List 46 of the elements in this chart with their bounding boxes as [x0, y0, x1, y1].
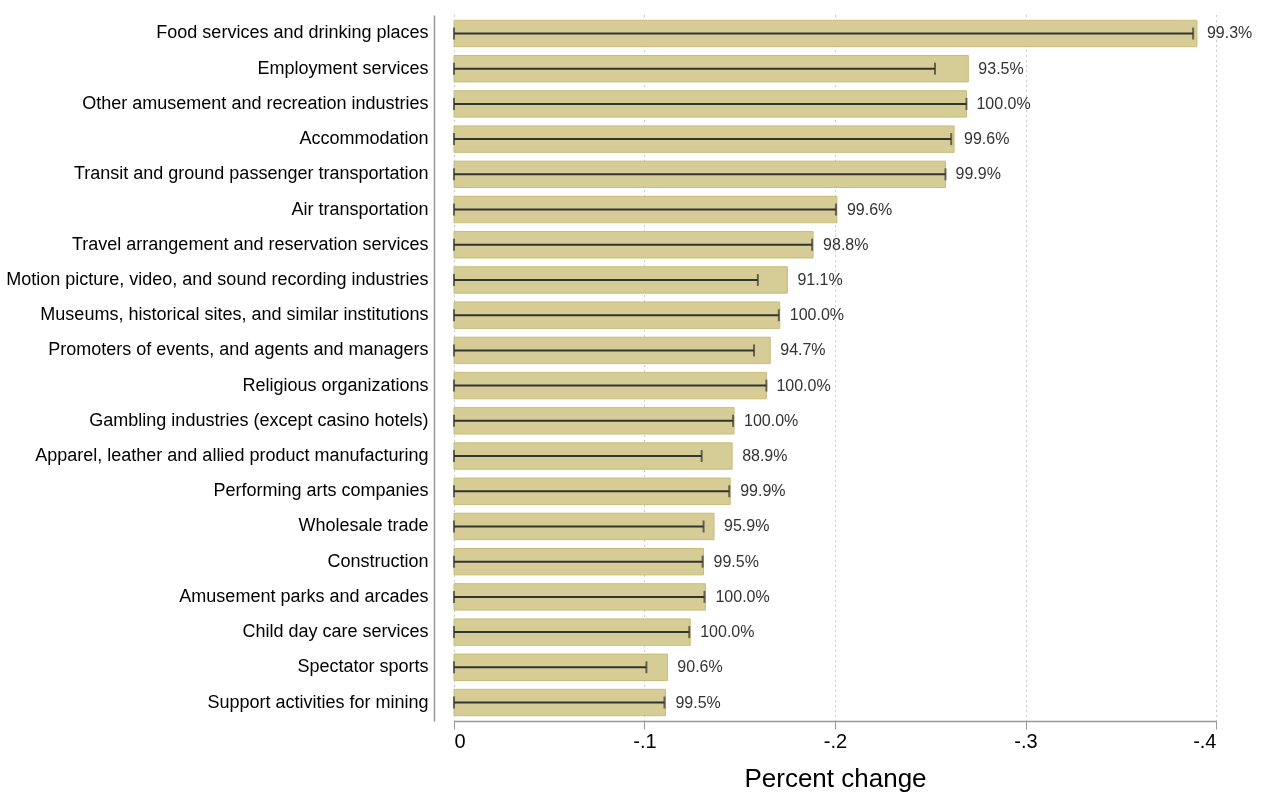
annotation: 99.3%	[1206, 24, 1253, 42]
y-tick-label: Amusement parks and arcades	[179, 585, 429, 606]
x-axis-title: Percent change	[744, 762, 927, 793]
x-tick-label: -.2	[823, 729, 848, 752]
annotation: 99.5%	[713, 552, 759, 570]
annotation: 99.6%	[846, 200, 893, 218]
x-tick-label: -.1	[633, 729, 657, 752]
y-tick-label: Religious organizations	[242, 374, 429, 395]
y-tick-label: Promoters of events, and agents and managers	[48, 339, 429, 360]
annotation: 90.6%	[677, 658, 723, 676]
annotation: 91.1%	[797, 270, 843, 288]
y-tick-label: Wholesale trade	[298, 515, 429, 536]
annotation: 99.9%	[740, 482, 786, 500]
y-tick-label: Accommodation	[299, 128, 429, 149]
annotation: 100.0%	[744, 411, 799, 429]
y-tick-label: Gambling industries (except casino hotels)	[89, 409, 429, 430]
annotation: 99.9%	[955, 165, 1001, 183]
y-tick-label: Child day care services	[242, 621, 429, 642]
annotation: 100.0%	[700, 623, 755, 641]
x-tick-label: -.4	[1193, 729, 1217, 752]
y-tick-label: Air transportation	[291, 198, 429, 219]
y-tick-label: Motion picture, video, and sound recording industries	[6, 268, 429, 289]
annotation: 100.0%	[715, 587, 770, 605]
annotation: 99.6%	[964, 130, 1010, 148]
y-tick-label: Apparel, leather and allied product manufacturing	[35, 445, 429, 466]
y-tick-label: Spectator sports	[297, 656, 429, 677]
y-tick-label: Other amusement and recreation industries	[82, 92, 429, 113]
annotation: 100.0%	[976, 94, 1031, 112]
annotation: 100.0%	[776, 376, 831, 394]
y-tick-label: Support activities for mining	[207, 691, 429, 712]
y-tick-label: Construction	[327, 550, 429, 571]
annotation: 99.5%	[675, 693, 721, 711]
y-tick-label: Food services and drinking places	[156, 22, 429, 43]
x-tick-label: -.3	[1014, 729, 1038, 752]
annotation: 98.8%	[823, 235, 869, 253]
y-tick-label: Employment services	[257, 57, 429, 78]
x-tick-label: 0	[454, 729, 466, 752]
y-tick-label: Travel arrangement and reservation services	[72, 233, 429, 254]
annotation: 93.5%	[978, 59, 1024, 77]
y-tick-label: Transit and ground passenger transportation	[73, 163, 429, 184]
annotation: 88.9%	[742, 447, 788, 465]
annotation: 94.7%	[780, 341, 826, 359]
annotation: 100.0%	[789, 306, 845, 324]
annotation: 95.9%	[724, 517, 770, 535]
y-tick-label: Museums, historical sites, and similar institutions	[40, 304, 429, 325]
y-tick-label: Performing arts companies	[213, 480, 429, 501]
